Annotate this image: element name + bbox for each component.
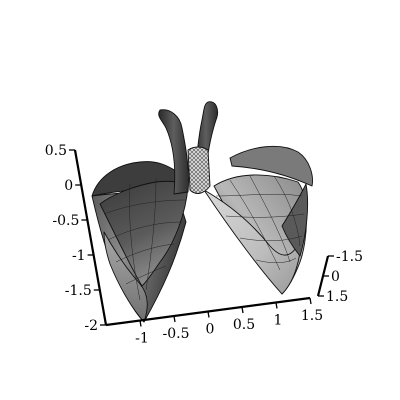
x-tick-1-label: -0.5	[163, 326, 190, 342]
x-tick-4-mark	[275, 302, 278, 309]
surface	[91, 101, 313, 323]
x-tick-4-label: 1	[274, 313, 283, 329]
y-tick-2-label: 1.5	[326, 289, 348, 305]
z-tick-0-label: 0.5	[45, 143, 67, 159]
z-tick-4-label: -1.5	[65, 283, 92, 299]
x-axis-ticks: -1 -0.5 0 0.5 1 1.5	[135, 297, 323, 347]
center-mesh	[187, 146, 211, 194]
z-axis-line	[73, 149, 108, 326]
z-axis-ticks: 0.5 0 -0.5 -1 -1.5 -2	[45, 143, 106, 334]
axes: 0.5 0 -0.5 -1 -1.5 -2 -1 -0.5 0 0.5 1 1.5 -1.5 0 1.5	[45, 143, 363, 347]
z-tick-2-label: -0.5	[52, 213, 79, 229]
x-tick-1-mark	[173, 315, 176, 323]
left-stem	[158, 109, 189, 195]
z-tick-1-label: 0	[64, 178, 73, 194]
x-tick-3-label: 0.5	[233, 317, 255, 333]
x-tick-5-mark	[309, 297, 312, 305]
x-tick-5-label: 1.5	[301, 308, 323, 324]
y-tick-1-label: 0	[331, 269, 340, 285]
y-tick-0-label: -1.5	[336, 249, 363, 265]
x-tick-2-mark	[207, 311, 210, 318]
x-tick-2-label: 0	[206, 322, 215, 338]
left-lobe-band	[103, 231, 148, 323]
x-tick-0-mark	[139, 320, 142, 327]
x-tick-0-label: -1	[135, 331, 149, 347]
y-axis-ticks: -1.5 0 1.5	[318, 249, 363, 305]
x-tick-3-mark	[241, 306, 244, 314]
z-tick-5-label: -2	[84, 318, 98, 334]
z-tick-3-label: -1	[72, 248, 86, 264]
right-lobe-top	[229, 145, 313, 187]
